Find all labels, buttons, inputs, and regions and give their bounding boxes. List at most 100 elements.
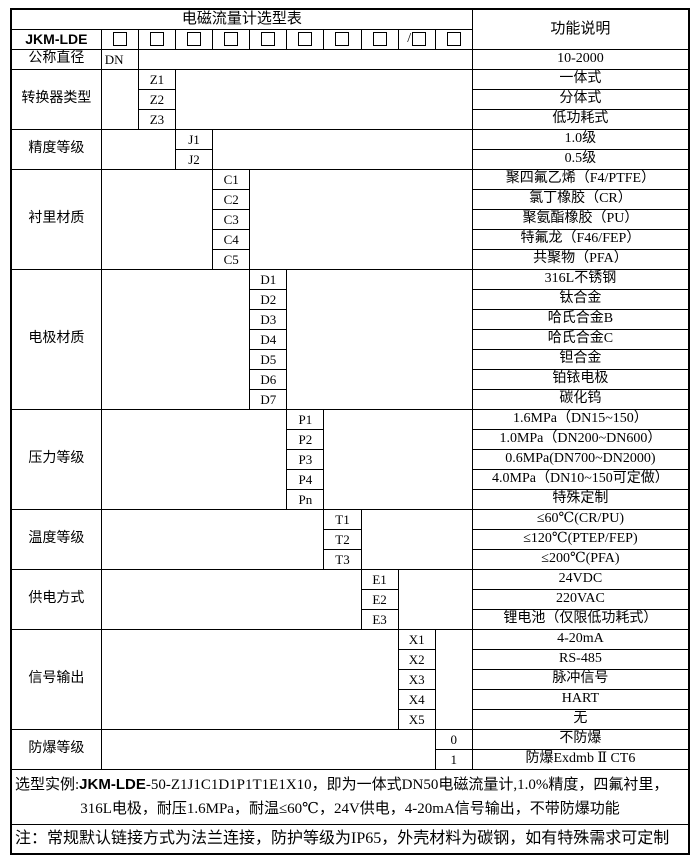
- code-cell-x4: X4: [397, 689, 436, 710]
- code-cell-exp1: 1: [434, 749, 473, 770]
- code-cell-d5: D5: [249, 349, 288, 370]
- example-note-line2: 316L电极，耐压1.6MPa，耐温≤60℃，24V供电，4-20mA信号输出，…: [80, 801, 620, 817]
- example-note: 选型实例:JKM-LDE-50-Z1J1C1D1P1T1E1X10，即为一体式D…: [10, 769, 690, 825]
- selection-table: 电磁流量计选型表 功能说明 JKM-LDE / 公称直径 DN 10-2000 …: [10, 8, 690, 855]
- explosion-row: 防爆等级 0 不防爆: [10, 729, 690, 770]
- code-cell-x5: X5: [397, 709, 436, 730]
- electrode-row: D7 碳化钨: [11, 389, 690, 410]
- desc-cell-d4: 哈氏合金C: [471, 329, 690, 350]
- desc-cell-x4: HART: [471, 689, 690, 710]
- converter-row: 转换器类型 Z1 一体式: [10, 69, 690, 130]
- checkbox-converter[interactable]: [149, 32, 164, 47]
- code-cell-t3: T3: [323, 549, 362, 570]
- temperature-row: 温度等级 T1 ≤60℃(CR/PU): [10, 509, 690, 570]
- code-cell-c4: C4: [212, 229, 251, 250]
- code-cell-t2: T2: [323, 529, 362, 550]
- accuracy-row: J2 0.5级: [11, 149, 690, 170]
- desc-cell-d2: 钛合金: [471, 289, 690, 310]
- code-cell-p4: P4: [286, 469, 325, 490]
- liner-row: C5 共聚物（PFA）: [11, 249, 690, 270]
- desc-cell-pn: 特殊定制: [471, 489, 690, 510]
- empty-region: [100, 729, 436, 770]
- desc-cell-t3: ≤200℃(PFA): [471, 549, 690, 570]
- code-cell-x3: X3: [397, 669, 436, 690]
- model-checkbox-cell-6: [286, 29, 325, 50]
- desc-cell-z3: 低功耗式: [471, 109, 690, 130]
- empty-region: [100, 509, 325, 570]
- electrode-row: D3 哈氏合金B: [11, 309, 690, 330]
- function-column-header: 功能说明: [471, 8, 690, 50]
- desc-cell-x2: RS-485: [471, 649, 690, 670]
- empty-region: [100, 169, 214, 270]
- checkbox-dn[interactable]: [112, 32, 127, 47]
- category-label-temperature: 温度等级: [10, 509, 102, 570]
- dn-row: 公称直径 DN 10-2000: [10, 49, 690, 70]
- code-cell-pn: Pn: [286, 489, 325, 510]
- code-cell-d3: D3: [249, 309, 288, 330]
- table-title: 电磁流量计选型表: [10, 8, 473, 30]
- desc-cell-dn: 10-2000: [471, 49, 690, 70]
- checkbox-explosion[interactable]: [446, 32, 461, 47]
- checkbox-signal[interactable]: [412, 32, 427, 47]
- checkbox-power[interactable]: [372, 32, 387, 47]
- empty-region: [397, 569, 473, 630]
- accuracy-row: 精度等级 J1 1.0级: [10, 129, 690, 170]
- empty-region: [137, 49, 473, 70]
- pressure-row: P4 4.0MPa（DN10~150可定做）: [11, 469, 690, 490]
- desc-cell-d5: 钽合金: [471, 349, 690, 370]
- desc-cell-p1: 1.6MPa（DN15~150）: [471, 409, 690, 430]
- category-label-liner: 衬里材质: [10, 169, 102, 270]
- desc-cell-e2: 220VAC: [471, 589, 690, 610]
- checkbox-electrode[interactable]: [261, 32, 276, 47]
- code-cell-e2: E2: [360, 589, 399, 610]
- desc-cell-p2: 1.0MPa（DN200~DN600）: [471, 429, 690, 450]
- example-model-code: JKM-LDE: [79, 776, 146, 793]
- code-cell-z3: Z3: [137, 109, 176, 130]
- checkbox-pressure[interactable]: [298, 32, 313, 47]
- desc-cell-x3: 脉冲信号: [471, 669, 690, 690]
- signal-row: 信号输出 X1 4-20mA: [10, 629, 690, 730]
- code-cell-d2: D2: [249, 289, 288, 310]
- desc-cell-d3: 哈氏合金B: [471, 309, 690, 330]
- code-cell-c1: C1: [212, 169, 251, 190]
- desc-cell-d7: 碳化钨: [471, 389, 690, 410]
- remark-note-row: 注：常规默认链接方式为法兰连接，防护等级为IP65，外壳材料为碳钢，如有特殊需求…: [10, 824, 690, 855]
- example-note-line1: 选型实例:JKM-LDE-50-Z1J1C1D1P1T1E1X10，即为一体式D…: [15, 773, 685, 797]
- desc-cell-c5: 共聚物（PFA）: [471, 249, 690, 270]
- model-code: JKM-LDE: [10, 29, 102, 50]
- converter-row: Z3 低功耗式: [11, 109, 690, 130]
- checkbox-accuracy[interactable]: [187, 32, 202, 47]
- empty-region: [100, 269, 251, 410]
- code-cell-p1: P1: [286, 409, 325, 430]
- remark-note: 注：常规默认链接方式为法兰连接，防护等级为IP65，外壳材料为碳钢，如有特殊需求…: [10, 824, 690, 855]
- example-note-row: 选型实例:JKM-LDE-50-Z1J1C1D1P1T1E1X10，即为一体式D…: [10, 769, 690, 825]
- empty-region: [100, 629, 399, 730]
- category-label-converter: 转换器类型: [10, 69, 102, 130]
- code-cell-j1: J1: [174, 129, 214, 150]
- converter-row: Z2 分体式: [11, 89, 690, 110]
- signal-row: X4 HART: [11, 689, 690, 710]
- checkbox-temperature[interactable]: [335, 32, 350, 47]
- empty-region: [100, 69, 139, 130]
- code-cell-p2: P2: [286, 429, 325, 450]
- desc-cell-j1: 1.0级: [471, 129, 690, 150]
- code-cell-t1: T1: [323, 509, 362, 530]
- example-line1-rest: -50-Z1J1C1D1P1T1E1X10，即为一体式DN50电磁流量计,1.0…: [145, 777, 669, 793]
- model-checkbox-cell-4: [212, 29, 251, 50]
- model-row: JKM-LDE /: [10, 29, 689, 50]
- code-cell-z1: Z1: [137, 69, 176, 90]
- empty-region: [249, 169, 473, 270]
- checkbox-liner[interactable]: [224, 32, 239, 47]
- model-checkbox-cell-2: [137, 29, 176, 50]
- example-prefix: 选型实例:: [15, 777, 80, 793]
- category-label-accuracy: 精度等级: [10, 129, 102, 170]
- desc-cell-c3: 聚氨酯橡胶（PU）: [471, 209, 690, 230]
- empty-region: [100, 409, 288, 510]
- code-cell-d4: D4: [249, 329, 288, 350]
- desc-cell-exp0: 不防爆: [471, 729, 690, 750]
- empty-region: [174, 69, 473, 130]
- desc-cell-p4: 4.0MPa（DN10~150可定做）: [471, 469, 690, 490]
- code-cell-x2: X2: [397, 649, 436, 670]
- code-cell-p3: P3: [286, 449, 325, 470]
